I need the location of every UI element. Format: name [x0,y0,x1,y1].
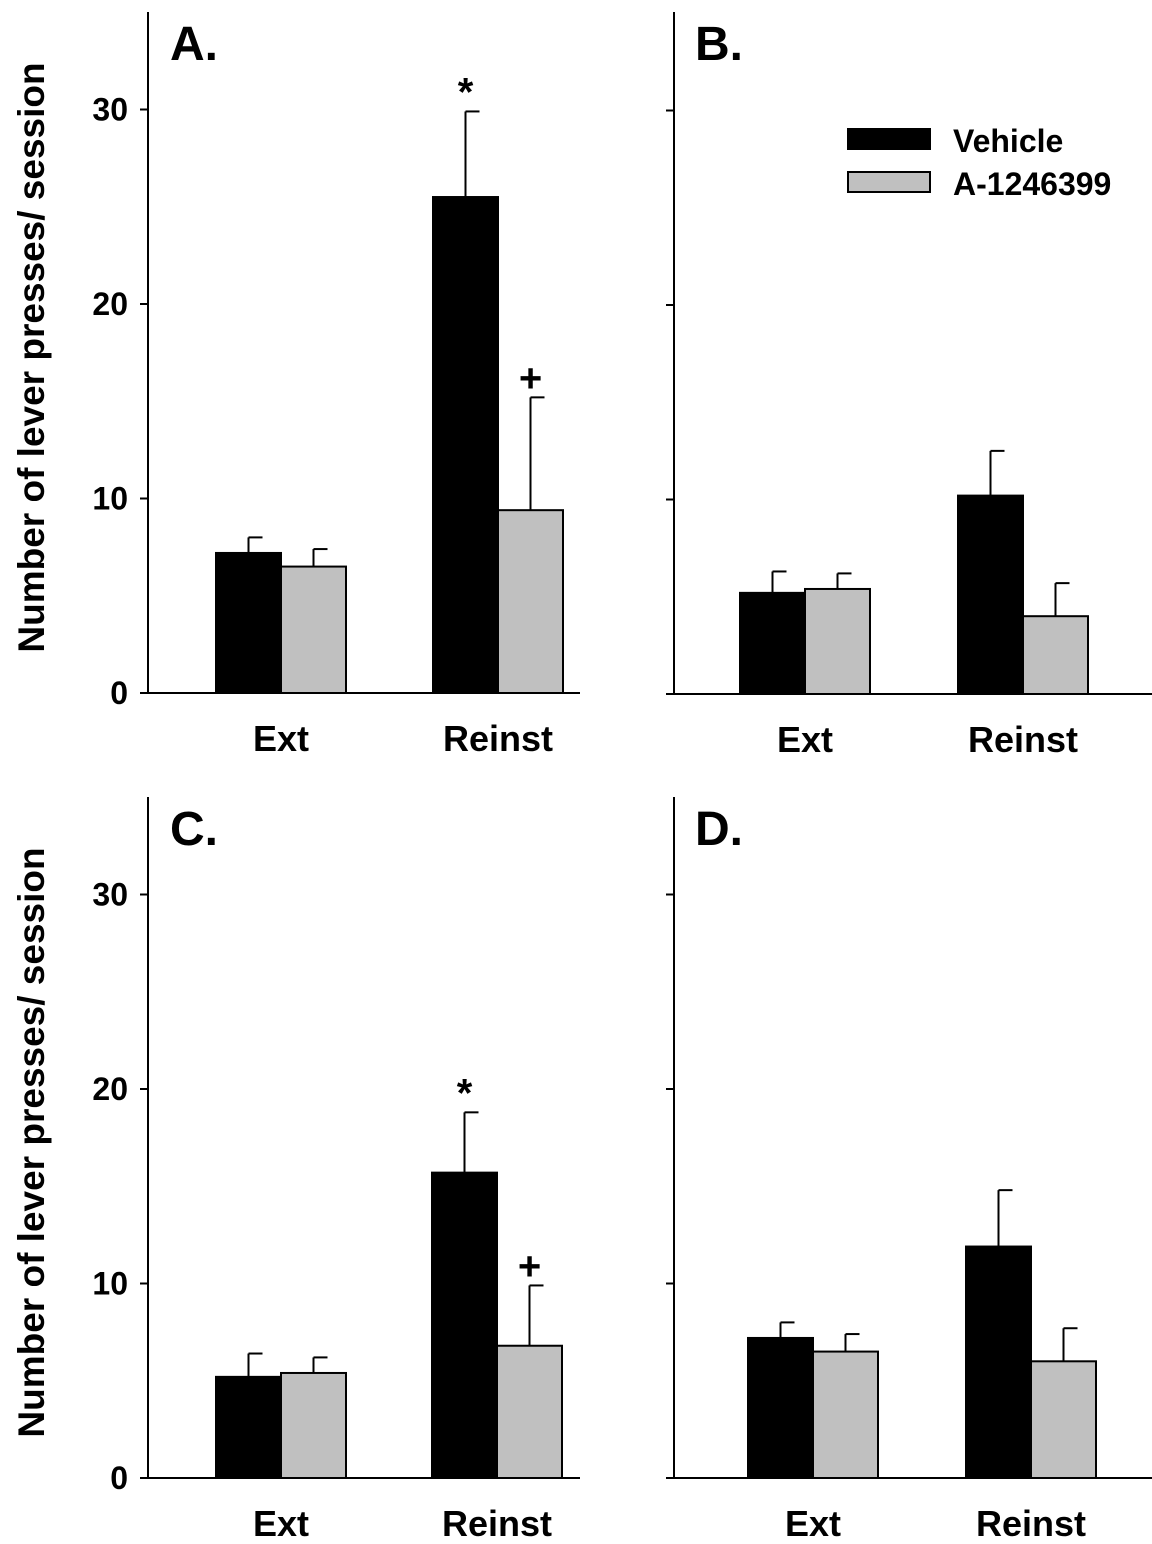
x-tick-label: Reinst [968,719,1078,760]
bar-a-1246399 [280,1371,347,1479]
bar-vehicle [215,551,282,695]
bar-vehicle [739,591,806,695]
bar-vehicle [432,196,499,694]
y-tick-label: 0 [110,675,128,711]
y-tick-label: 10 [92,1266,128,1302]
x-tick-label: Ext [253,1503,309,1544]
significance-marker: + [518,1244,541,1288]
bar-vehicle [431,1171,498,1479]
y-tick-label: 20 [92,286,128,322]
x-tick-label: Reinst [976,1503,1086,1544]
significance-marker: * [457,1071,473,1115]
panel-a: 0 10 20 30 Number of lever presses/ session A… [11,12,580,759]
y-axis-label: Number of lever presses/ session [11,847,52,1437]
bar-a-1246399 [497,509,564,695]
bar-a-1246399 [1030,1360,1097,1480]
legend: Vehicle A-1246399 [847,123,1111,202]
x-tick-label: Ext [785,1503,841,1544]
significance-marker: + [519,356,542,400]
legend-swatch [847,128,931,150]
panel-label: A. [170,18,218,71]
bar-vehicle [215,1375,282,1479]
panel-b: B. Ext Reinst Vehicle A-1246399 [666,12,1152,760]
panel-label: C. [170,803,218,856]
bar-vehicle [747,1336,814,1479]
panel-d: D. Ext Reinst [666,797,1152,1544]
y-axis-label: Number of lever presses/ session [11,62,52,652]
panel-label: D. [695,803,743,856]
bar-a-1246399 [496,1344,563,1479]
y-tick-label: 30 [92,92,128,128]
panel-c: 0 10 20 30 Number of lever presses/ session C… [11,797,580,1544]
bar-vehicle [965,1245,1032,1480]
legend-label: A-1246399 [953,166,1111,202]
x-tick-label: Reinst [443,718,553,759]
y-tick-label: 20 [92,1071,128,1107]
bar-a-1246399 [812,1350,879,1479]
bar-a-1246399 [804,587,871,695]
legend-swatch [847,171,931,193]
bar-vehicle [957,494,1024,695]
significance-marker: * [458,70,474,114]
x-tick-label: Ext [253,718,309,759]
bar-a-1246399 [280,565,347,695]
bar-a-1246399 [1022,615,1089,696]
panel-label: B. [695,18,743,71]
x-tick-label: Reinst [442,1503,552,1544]
x-tick-label: Ext [777,719,833,760]
y-tick-label: 10 [92,481,128,517]
y-tick-label: 30 [92,877,128,913]
legend-label: Vehicle [953,123,1063,159]
y-tick-label: 0 [110,1460,128,1496]
